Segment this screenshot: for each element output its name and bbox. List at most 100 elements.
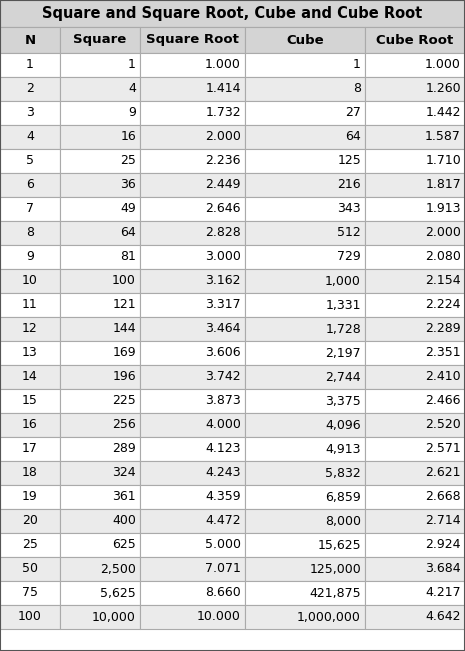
Bar (0, 317, 60, 341)
Text: 5,832: 5,832 (325, 467, 361, 480)
Text: 3.873: 3.873 (205, 395, 241, 408)
Bar (60, 365, 140, 389)
Bar (245, 581, 365, 605)
Bar (0, 53, 60, 77)
Text: 1.000: 1.000 (425, 59, 461, 72)
Text: 4,913: 4,913 (326, 443, 361, 456)
Bar (0, 605, 60, 629)
Text: 25: 25 (22, 538, 38, 551)
Text: 2,197: 2,197 (326, 346, 361, 359)
Text: 3.317: 3.317 (206, 299, 241, 311)
Text: 1.442: 1.442 (425, 107, 461, 120)
Bar (140, 101, 245, 125)
Text: 27: 27 (345, 107, 361, 120)
Text: 4.243: 4.243 (206, 467, 241, 480)
Text: 16: 16 (22, 419, 38, 432)
Text: 2.224: 2.224 (425, 299, 461, 311)
Text: 1: 1 (128, 59, 136, 72)
Text: 15,625: 15,625 (318, 538, 361, 551)
Bar (0, 245, 60, 269)
Bar (60, 413, 140, 437)
Text: 3: 3 (26, 107, 34, 120)
Bar (140, 197, 245, 221)
Text: 1.732: 1.732 (206, 107, 241, 120)
Text: 1.414: 1.414 (206, 83, 241, 96)
Bar (60, 437, 140, 461)
Bar (60, 27, 140, 53)
Text: 4.123: 4.123 (206, 443, 241, 456)
Bar (140, 221, 245, 245)
Bar (245, 461, 365, 485)
Text: 5,625: 5,625 (100, 587, 136, 600)
Text: 12: 12 (22, 322, 38, 335)
Bar (0, 0, 465, 27)
Bar (60, 293, 140, 317)
Text: 2.520: 2.520 (425, 419, 461, 432)
Text: 2.714: 2.714 (425, 514, 461, 527)
Bar (0, 269, 60, 293)
Bar (0, 197, 60, 221)
Text: 10.000: 10.000 (197, 611, 241, 624)
Text: 2.828: 2.828 (205, 227, 241, 240)
Bar (0, 485, 60, 509)
Bar (245, 125, 365, 149)
Bar (365, 389, 465, 413)
Bar (60, 605, 140, 629)
Text: 2.236: 2.236 (206, 154, 241, 167)
Text: 75: 75 (22, 587, 38, 600)
Text: 2,744: 2,744 (326, 370, 361, 383)
Text: 49: 49 (120, 202, 136, 215)
Bar (140, 461, 245, 485)
Bar (0, 149, 60, 173)
Bar (60, 125, 140, 149)
Bar (245, 53, 365, 77)
Text: 10,000: 10,000 (92, 611, 136, 624)
Text: 9: 9 (26, 251, 34, 264)
Bar (60, 221, 140, 245)
Bar (0, 581, 60, 605)
Text: 125,000: 125,000 (309, 562, 361, 575)
Bar (365, 125, 465, 149)
Bar (0, 77, 60, 101)
Bar (245, 77, 365, 101)
Bar (140, 293, 245, 317)
Bar (140, 341, 245, 365)
Bar (60, 581, 140, 605)
Bar (365, 245, 465, 269)
Bar (60, 317, 140, 341)
Bar (0, 389, 60, 413)
Text: 256: 256 (112, 419, 136, 432)
Bar (140, 27, 245, 53)
Text: 2.154: 2.154 (425, 275, 461, 288)
Text: 5.000: 5.000 (205, 538, 241, 551)
Text: 1: 1 (26, 59, 34, 72)
Text: 169: 169 (113, 346, 136, 359)
Bar (365, 197, 465, 221)
Bar (245, 317, 365, 341)
Text: 144: 144 (113, 322, 136, 335)
Text: 15: 15 (22, 395, 38, 408)
Text: Square: Square (73, 33, 126, 46)
Text: N: N (25, 33, 35, 46)
Bar (60, 173, 140, 197)
Bar (0, 557, 60, 581)
Text: 2.924: 2.924 (425, 538, 461, 551)
Text: 1: 1 (353, 59, 361, 72)
Text: 20: 20 (22, 514, 38, 527)
Bar (60, 269, 140, 293)
Bar (0, 365, 60, 389)
Text: 121: 121 (113, 299, 136, 311)
Bar (140, 245, 245, 269)
Text: 19: 19 (22, 490, 38, 503)
Bar (365, 437, 465, 461)
Text: 8: 8 (26, 227, 34, 240)
Bar (0, 221, 60, 245)
Bar (0, 125, 60, 149)
Bar (60, 149, 140, 173)
Bar (365, 413, 465, 437)
Bar (245, 101, 365, 125)
Bar (140, 437, 245, 461)
Bar (60, 389, 140, 413)
Text: 4.642: 4.642 (425, 611, 461, 624)
Text: 8,000: 8,000 (325, 514, 361, 527)
